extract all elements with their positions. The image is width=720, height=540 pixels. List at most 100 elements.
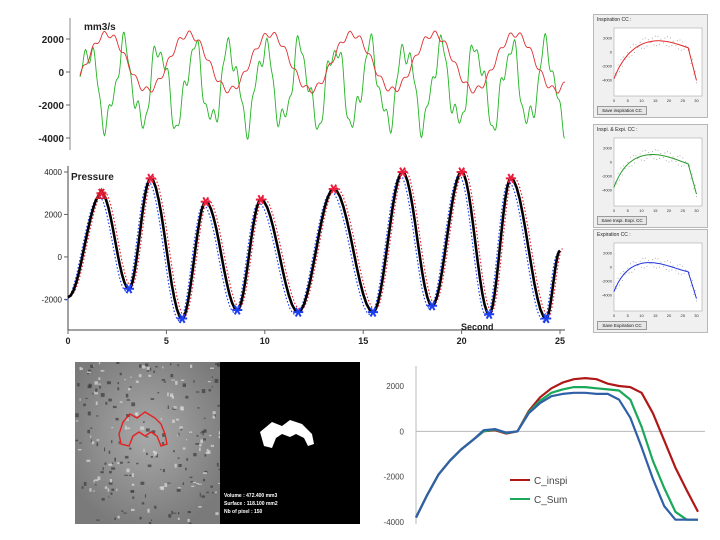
mri-noise-speck: [178, 464, 182, 467]
side-scatter-dot: [664, 261, 666, 263]
mri-noise-speck: [124, 379, 126, 381]
side-scatter-dot: [680, 49, 682, 51]
side-panel-save-button[interactable]: Save Inspi. Expi. CC: [597, 216, 647, 225]
mri-noise-speck: [104, 447, 106, 452]
mri-noise-speck: [155, 453, 158, 458]
mri-noise-speck: [129, 447, 132, 450]
side-scatter-dot: [679, 39, 681, 41]
pressure-peak-marker: [505, 173, 516, 184]
side-scatter-dot: [660, 261, 662, 263]
mri-noise-speck: [86, 459, 91, 462]
side-scatter-dot: [652, 259, 653, 261]
mri-noise-speck: [88, 369, 92, 373]
side-panel-save-button[interactable]: Save inspiration CC: [597, 106, 647, 115]
side-scatter-dot: [680, 165, 682, 167]
side-y-tick-label: 0: [610, 50, 613, 55]
side-scatter-dot: [679, 264, 681, 266]
side-scatter-dot: [680, 274, 682, 276]
mri-noise-speck: [114, 517, 116, 520]
mri-noise-speck: [119, 372, 122, 376]
mri-noise-speck: [116, 488, 118, 492]
mri-noise-speck: [169, 363, 172, 366]
mri-noise-speck: [105, 401, 108, 405]
side-x-tick-label: 5: [627, 313, 630, 318]
mri-noise-speck: [173, 450, 175, 453]
side-panel-save-button[interactable]: Save Expiration CC: [597, 321, 647, 330]
mri-noise-speck: [218, 431, 220, 435]
mri-noise-speck: [94, 391, 98, 395]
mri-noise-speck: [167, 482, 171, 484]
side-scatter-dot: [660, 152, 662, 154]
pressure-y-tick-label: 2000: [44, 210, 62, 219]
side-scatter-dot: [694, 184, 696, 186]
pressure-x-tick-label: 15: [358, 336, 368, 346]
mri-noise-speck: [210, 367, 214, 369]
side-x-tick-label: 30: [694, 98, 699, 103]
side-x-tick-label: 10: [639, 98, 644, 103]
side-scatter-dot: [689, 164, 691, 166]
mri-noise-speck: [117, 462, 120, 465]
side-scatter-dot: [646, 158, 648, 159]
side-scatter-dot: [632, 44, 634, 46]
side-scatter-dot: [671, 269, 673, 271]
side-scatter-dot: [663, 265, 664, 267]
mri-noise-speck: [94, 479, 99, 482]
mri-noise-speck: [100, 471, 104, 474]
pressure-peak-marker: [200, 196, 211, 207]
side-scatter-dot: [664, 152, 666, 154]
mri-noise-speck: [75, 413, 79, 418]
side-scatter-dot: [627, 267, 629, 269]
mri-noise-speck: [160, 417, 162, 421]
mri-noise-speck: [126, 427, 131, 430]
side-scatter-dot: [682, 157, 684, 159]
side-scatter-dot: [636, 265, 638, 267]
mri-noise-speck: [150, 519, 153, 521]
mri-noise-speck: [167, 392, 169, 397]
mri-noise-speck: [111, 467, 116, 470]
mri-noise-speck: [123, 512, 127, 514]
side-scatter-dot: [679, 155, 681, 157]
mri-noise-speck: [109, 479, 112, 483]
side-y-tick-label: -4000: [602, 78, 613, 83]
side-scatter-dot: [683, 273, 685, 274]
pressure-trough-marker: [124, 283, 135, 294]
mri-noise-speck: [88, 383, 92, 388]
side-x-tick-label: 25: [681, 313, 686, 318]
legend-c-sum: C_Sum: [534, 495, 567, 506]
mri-noise-speck: [197, 407, 200, 409]
mri-noise-speck: [90, 435, 92, 438]
mri-noise-speck: [185, 467, 187, 471]
mri-noise-speck: [175, 380, 178, 385]
mri-noise-speck: [125, 393, 129, 398]
side-scatter-dot: [620, 167, 622, 169]
mri-noise-speck: [177, 457, 180, 459]
side-panel-3: Expiration CC : 2000 0 -2000 -4000 0 5 10 15 20 25…: [593, 229, 708, 333]
side-scatter-dot: [647, 259, 649, 261]
side-panel-curve: [613, 154, 697, 195]
side-scatter-dot: [657, 149, 659, 151]
mri-noise-speck: [177, 434, 180, 437]
mri-noise-speck: [185, 438, 188, 441]
mri-noise-speck: [209, 434, 212, 437]
mri-noise-speck: [101, 498, 105, 501]
mri-phase-image: [75, 362, 220, 524]
side-x-tick-label: 25: [681, 98, 686, 103]
side-scatter-dot: [658, 43, 660, 45]
side-scatter-dot: [685, 161, 686, 163]
mri-noise-speck: [96, 415, 99, 417]
mri-noise-speck: [83, 482, 87, 486]
mri-noise-speck: [217, 404, 220, 407]
mri-noise-speck: [203, 472, 207, 475]
mri-noise-speck: [177, 364, 179, 367]
mri-noise-speck: [171, 395, 174, 399]
mri-noise-speck: [87, 373, 89, 375]
side-scatter-dot: [628, 272, 630, 274]
mri-noise-speck: [95, 401, 98, 405]
mri-noise-speck: [179, 426, 183, 430]
side-scatter-dot: [691, 279, 693, 281]
side-y-tick-label: -2000: [602, 174, 613, 179]
side-scatter-dot: [631, 165, 633, 167]
mri-noise-speck: [173, 512, 177, 514]
mri-noise-speck: [205, 451, 209, 454]
mri-noise-speck: [207, 450, 211, 454]
